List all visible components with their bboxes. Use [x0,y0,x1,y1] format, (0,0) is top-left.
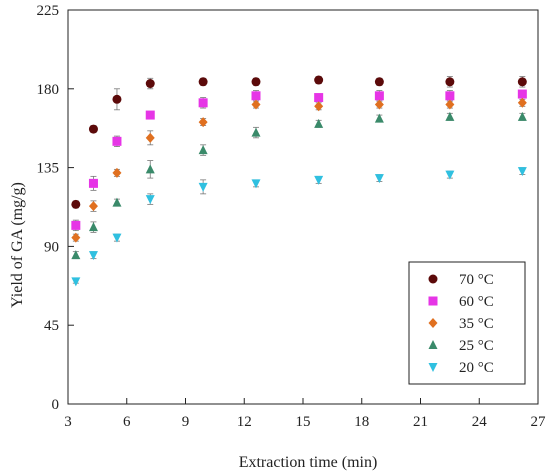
data-point [445,77,455,87]
data-point [71,220,81,230]
data-point [71,199,81,209]
legend-marker [428,274,438,284]
data-point [145,110,155,120]
data-point [145,79,155,89]
series-4 [71,167,527,287]
data-point [445,170,455,180]
data-point [445,91,455,101]
y-tick-label: 180 [37,82,60,98]
y-tick-label: 90 [44,239,59,255]
legend-label: 60 °C [459,294,494,310]
data-point [445,99,455,110]
data-point [71,250,81,260]
x-tick-label: 12 [237,414,252,430]
data-point [374,113,384,123]
data-point [88,251,98,261]
x-tick-label: 15 [296,414,311,430]
data-point [145,132,155,143]
x-tick-label: 18 [354,414,369,430]
x-tick-label: 24 [472,414,488,430]
legend-marker [428,318,438,328]
legend-label: 35 °C [459,316,494,332]
data-point [112,167,122,178]
y-axis-title: Yield of GA (mg/g) [9,182,26,308]
series-3 [71,111,527,260]
data-point [88,201,98,212]
data-point [112,233,122,243]
data-point [88,178,98,188]
data-point [251,99,261,110]
x-axis-title: Extraction time (min) [239,454,378,471]
data-point [71,277,81,287]
data-point [517,167,527,177]
data-point [517,111,527,121]
data-point [314,75,324,85]
data-point [374,91,384,101]
data-point [251,127,261,137]
x-tick-label: 21 [413,414,428,430]
data-point [517,97,527,108]
data-point [198,98,208,108]
data-point [112,94,122,104]
y-tick-label: 135 [37,161,60,177]
data-point [517,77,527,87]
data-point [71,232,81,243]
data-point [112,136,122,146]
data-point [198,145,208,155]
legend: 70 °C 60 °C 35 °C 25 °C 20 °C [408,261,526,385]
data-point [251,77,261,87]
y-tick-label: 225 [37,3,60,19]
data-point [145,164,155,174]
data-point [251,91,261,101]
data-point [198,182,208,192]
data-point [88,124,98,134]
legend-label: 70 °C [459,272,494,288]
data-point [112,197,122,207]
data-point [314,101,324,112]
data-point [517,89,527,99]
data-point [445,111,455,121]
data-point [374,77,384,87]
data-point [314,118,324,128]
data-point [198,77,208,87]
legend-label: 20 °C [459,360,494,376]
series-0 [71,75,527,209]
legend-box [408,261,526,385]
data-point [314,93,324,103]
legend-marker [428,340,438,349]
data-point [374,99,384,110]
x-tick-label: 9 [182,414,190,430]
legend-marker [428,296,438,306]
x-tick-label: 3 [64,414,72,430]
data-point [88,222,98,232]
x-tick-label: 27 [531,414,547,430]
legend-marker [428,363,438,372]
legend-label: 25 °C [459,338,494,354]
data-point [145,195,155,205]
data-point [251,179,261,189]
y-tick-label: 45 [44,318,59,334]
series-1 [71,89,527,232]
x-tick-label: 6 [123,414,131,430]
data-point [314,175,324,185]
data-point [198,117,208,128]
y-tick-label: 0 [52,397,60,413]
data-point [374,174,384,184]
series-2 [71,97,527,243]
